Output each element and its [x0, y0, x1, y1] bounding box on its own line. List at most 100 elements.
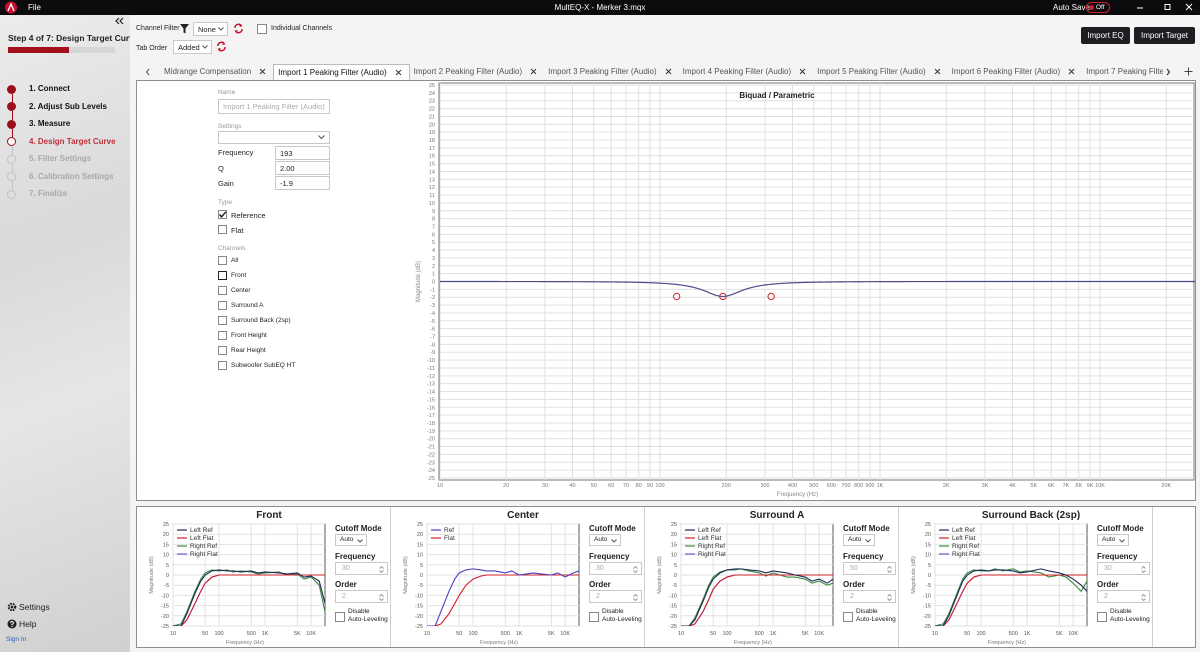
frequency-input[interactable]: 193: [275, 146, 330, 160]
tab[interactable]: Import 5 Peaking Filter (Audio): [813, 64, 948, 79]
tab[interactable]: Import 2 Peaking Filter (Audio): [410, 64, 545, 79]
tab-order-select[interactable]: Added: [173, 40, 212, 54]
disable-checkbox[interactable]: [335, 612, 345, 622]
order-input[interactable]: 2: [335, 590, 388, 603]
q-input[interactable]: 2.00: [275, 161, 330, 175]
refresh-icon[interactable]: [233, 23, 244, 34]
cutoff-mode-label: Cutoff Mode: [589, 524, 636, 533]
step-label[interactable]: 2. Adjust Sub Levels: [29, 101, 107, 111]
order-input[interactable]: 2: [1097, 590, 1150, 603]
tab[interactable]: Import 7 Peaking Filter (Audio): [1082, 64, 1163, 79]
y-tick-label: -20: [669, 614, 677, 620]
autosave-toggle[interactable]: Off: [1086, 2, 1110, 13]
order-input[interactable]: 2: [589, 590, 642, 603]
x-axis-label: Frequency (Hz): [988, 640, 1026, 646]
y-tick-label: 15: [671, 542, 677, 548]
sign-in-link[interactable]: Sign In: [6, 636, 27, 643]
help-icon: [7, 619, 17, 629]
step-label[interactable]: 5. Filter Settings: [29, 154, 92, 163]
x-tick-label: 10K: [1095, 483, 1105, 489]
checkbox-label: Front: [231, 272, 247, 279]
frequency-input[interactable]: 50: [843, 562, 896, 575]
x-tick-label: 10K: [306, 631, 316, 637]
settings-select[interactable]: [218, 131, 330, 144]
frequency-input[interactable]: 30: [1097, 562, 1150, 575]
type-label: Type: [218, 199, 233, 206]
checkbox[interactable]: [218, 301, 227, 310]
menu-file[interactable]: File: [28, 3, 41, 12]
tab-close[interactable]: [257, 68, 269, 75]
checkbox[interactable]: [218, 271, 227, 280]
legend-label: Right Ref: [952, 543, 979, 550]
x-tick-label: 900: [865, 483, 874, 489]
center-handle[interactable]: [719, 292, 727, 301]
refresh-icon[interactable]: [216, 41, 227, 52]
checkbox[interactable]: [218, 361, 227, 370]
y-tick-label: 3: [432, 256, 435, 262]
step-label[interactable]: 6. Calibration Settings: [29, 171, 114, 181]
order-input[interactable]: 2: [843, 590, 896, 603]
collapse-icon[interactable]: [114, 17, 124, 25]
name-input[interactable]: Import 1 Peaking Filter (Audio): [218, 99, 330, 114]
import-eq-button[interactable]: Import EQ: [1081, 27, 1130, 44]
tab[interactable]: Import 1 Peaking Filter (Audio): [273, 64, 410, 80]
select-value: Auto: [848, 536, 862, 543]
tab[interactable]: Import 4 Peaking Filter (Audio): [679, 64, 814, 79]
cutoff-mode-select[interactable]: Auto: [335, 534, 367, 546]
import-target-button[interactable]: Import Target: [1134, 27, 1195, 44]
tab-close[interactable]: [663, 68, 675, 75]
step-label[interactable]: 1. Connect: [29, 84, 70, 93]
tab[interactable]: Import 3 Peaking Filter (Audio): [544, 64, 679, 79]
spinner-path: [379, 594, 384, 601]
tab[interactable]: Import 6 Peaking Filter (Audio): [948, 64, 1083, 79]
gain-input[interactable]: -1.9: [275, 176, 330, 190]
tab-close[interactable]: [528, 68, 540, 75]
checkbox[interactable]: [218, 316, 227, 325]
q-handle[interactable]: [672, 292, 681, 301]
help-link[interactable]: Help: [19, 619, 37, 629]
add-tab[interactable]: [1184, 67, 1193, 76]
checkbox[interactable]: [218, 346, 227, 355]
cutoff-mode-select[interactable]: Auto: [589, 534, 621, 546]
x-tick-label: 30: [542, 483, 548, 489]
checkbox[interactable]: [218, 286, 227, 295]
checkbox[interactable]: [218, 331, 227, 340]
disable-checkbox[interactable]: [589, 612, 599, 622]
individual-channels-checkbox[interactable]: [257, 24, 267, 34]
q-handle[interactable]: [767, 292, 775, 301]
settings-link[interactable]: Settings: [19, 602, 50, 612]
channel-filter-select[interactable]: None: [193, 22, 228, 36]
y-tick-label: 23: [429, 99, 435, 105]
legend-label: Left Ref: [952, 527, 975, 534]
y-tick-label: 10: [163, 553, 169, 559]
cutoff-mode-select[interactable]: Auto: [843, 534, 875, 546]
frequency-input[interactable]: 30: [589, 562, 642, 575]
y-tick-label: 13: [429, 177, 435, 183]
step-label[interactable]: 3. Measure: [29, 119, 71, 128]
step-label[interactable]: 7. Finalize: [29, 189, 68, 198]
tab-close[interactable]: [393, 69, 405, 76]
tabs-scroll-left[interactable]: [145, 68, 151, 76]
window-controls[interactable]: [1130, 0, 1200, 15]
disable-checkbox[interactable]: [1097, 612, 1107, 622]
disable-checkbox[interactable]: [843, 612, 853, 622]
checkbox[interactable]: [218, 210, 227, 219]
step-label[interactable]: 4. Design Target Curve: [29, 136, 116, 146]
tab[interactable]: Midrange Compensation: [160, 64, 273, 79]
frequency-label: Frequency: [335, 552, 376, 561]
frequency-input[interactable]: 30: [335, 562, 388, 575]
checkbox[interactable]: [218, 256, 227, 265]
legend-label: Right Flat: [190, 551, 218, 558]
panel-title: Front: [256, 510, 282, 521]
tabs-scroll-right[interactable]: [1165, 68, 1171, 76]
x-tick-label: 5K: [1030, 483, 1037, 489]
tab-close[interactable]: [932, 68, 944, 75]
tab-close[interactable]: [1066, 68, 1078, 75]
spinner-path: [887, 566, 892, 573]
tab-close[interactable]: [797, 68, 809, 75]
checkbox[interactable]: [218, 225, 227, 234]
legend-label: Flat: [444, 535, 455, 542]
cutoff-mode-select[interactable]: Auto: [1097, 534, 1129, 546]
series-line: [427, 568, 579, 626]
input-value: 30: [342, 565, 350, 572]
